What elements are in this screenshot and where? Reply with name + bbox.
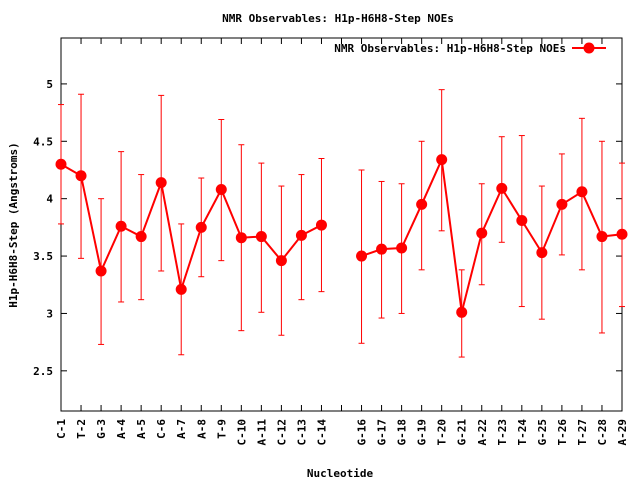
- y-axis: 2.5 3 3.5 4 4.5 5: [33, 78, 622, 378]
- x-tick-label: T-24: [516, 419, 529, 446]
- x-tick-label: G-17: [376, 419, 389, 446]
- x-tick-label: T-2: [75, 419, 88, 439]
- x-tick-label: G-19: [416, 419, 429, 446]
- x-axis: C-1 T-2 G-3 A-4 A-5 C-6 A-7 A-8 T-9 C-10 A-11 C-12 C…: [55, 38, 629, 446]
- x-tick-label: A-22: [476, 419, 489, 446]
- x-axis-label: Nucleotide: [307, 467, 374, 480]
- x-tick-label: C-10: [235, 419, 248, 446]
- x-tick-label: A-29: [616, 419, 629, 446]
- x-tick-label: T-27: [576, 419, 589, 446]
- data-point: [596, 231, 608, 243]
- data-point: [95, 265, 107, 277]
- x-tick-label: G-3: [95, 419, 108, 439]
- x-tick-label: C-6: [155, 419, 168, 439]
- x-tick-label: A-8: [195, 419, 208, 439]
- data-point: [55, 158, 67, 170]
- x-tick-label: A-7: [175, 419, 188, 439]
- y-tick-label: 4.5: [33, 135, 53, 148]
- data-point: [556, 198, 568, 210]
- data-point: [275, 255, 287, 267]
- legend-marker-swatch: [583, 42, 595, 54]
- y-tick-label: 3: [46, 307, 53, 320]
- data-point: [536, 247, 548, 259]
- data-point: [356, 250, 368, 262]
- data-point: [616, 228, 628, 240]
- data-point: [376, 243, 388, 255]
- data-point: [516, 214, 528, 226]
- y-tick-label: 4: [46, 193, 53, 206]
- x-tick-label: G-21: [456, 419, 469, 446]
- legend: NMR Observables: H1p-H6H8-Step NOEs: [334, 42, 606, 55]
- data-point: [315, 219, 327, 231]
- data-point: [135, 231, 147, 243]
- x-tick-label: C-28: [596, 419, 609, 446]
- data-point: [115, 220, 127, 232]
- x-tick-label: G-16: [356, 419, 369, 446]
- chart-title: NMR Observables: H1p-H6H8-Step NOEs: [222, 12, 454, 25]
- x-tick-label: A-11: [255, 419, 268, 446]
- x-tick-label: C-14: [315, 419, 328, 446]
- data-point: [476, 227, 488, 239]
- data-point: [496, 182, 508, 194]
- data-point: [416, 198, 428, 210]
- legend-label: NMR Observables: H1p-H6H8-Step NOEs: [334, 42, 566, 55]
- x-tick-label: T-23: [496, 419, 509, 446]
- x-tick-label: C-12: [275, 419, 288, 446]
- data-point: [576, 186, 588, 198]
- data-point: [175, 283, 187, 295]
- x-tick-label: C-1: [55, 419, 68, 439]
- x-tick-label: A-4: [115, 419, 128, 439]
- data-point: [195, 221, 207, 233]
- data-point: [255, 231, 267, 243]
- data-point: [396, 242, 408, 254]
- data-point: [215, 183, 227, 195]
- y-tick-label: 2.5: [33, 365, 53, 378]
- y-axis-label: H1p-H6H8-Step (Angstroms): [7, 142, 20, 308]
- data-point: [235, 232, 247, 244]
- data-point: [456, 306, 468, 318]
- y-tick-label: 3.5: [33, 250, 53, 263]
- x-tick-label: T-26: [556, 419, 569, 446]
- y-tick-label: 5: [46, 78, 53, 91]
- x-tick-label: C-13: [295, 419, 308, 446]
- x-tick-label: A-5: [135, 419, 148, 439]
- x-tick-label: G-18: [396, 419, 409, 446]
- x-tick-label: T-9: [215, 419, 228, 439]
- x-tick-label: G-25: [536, 419, 549, 446]
- data-point: [436, 154, 448, 166]
- data-point: [155, 177, 167, 189]
- series: [55, 89, 628, 358]
- data-point: [295, 229, 307, 241]
- data-point: [75, 170, 87, 182]
- x-tick-label: T-20: [436, 419, 449, 446]
